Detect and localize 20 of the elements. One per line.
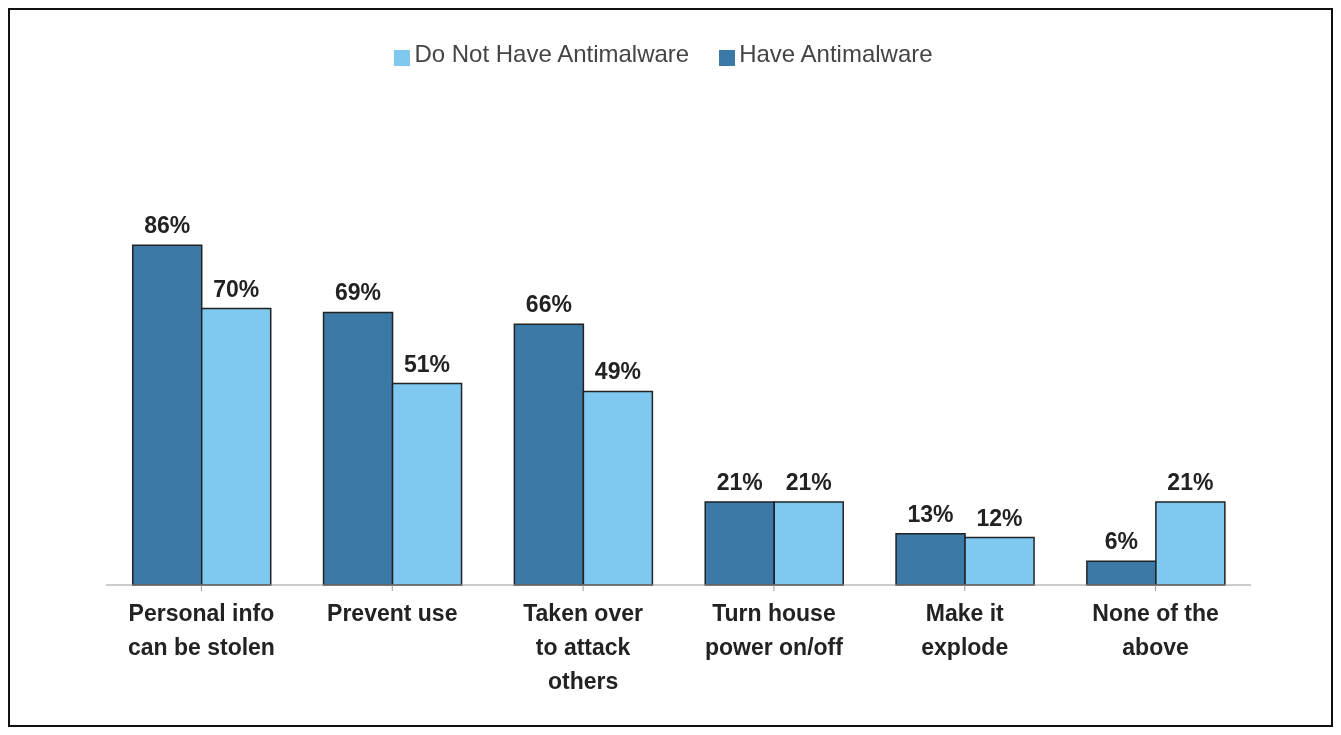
data-label: 21% (1167, 469, 1214, 496)
x-tick-label: Taken over to attack others (523, 600, 643, 694)
legend-label: Do Not Have Antimalware (414, 40, 690, 67)
data-label: 49% (594, 358, 641, 385)
data-label: 51% (404, 350, 451, 377)
x-tick-label: Prevent use (327, 600, 458, 626)
data-label: 69% (335, 279, 382, 306)
data-label: 6% (1104, 528, 1139, 555)
data-label: 12% (976, 504, 1023, 531)
legend-label: Have Antimalware (739, 40, 933, 67)
data-label: 70% (213, 275, 260, 302)
x-tick-label: None of the above (1092, 600, 1219, 660)
data-label: 21% (785, 469, 832, 496)
x-tick-label: Personal info can be stolen (127, 600, 275, 660)
data-label: 86% (144, 212, 191, 239)
data-label: 13% (907, 500, 954, 527)
data-label: 21% (716, 469, 763, 496)
x-tick-label: Make it explode (921, 600, 1009, 660)
data-label: 66% (525, 291, 572, 318)
x-tick-label: Turn house power on/off (704, 600, 844, 660)
